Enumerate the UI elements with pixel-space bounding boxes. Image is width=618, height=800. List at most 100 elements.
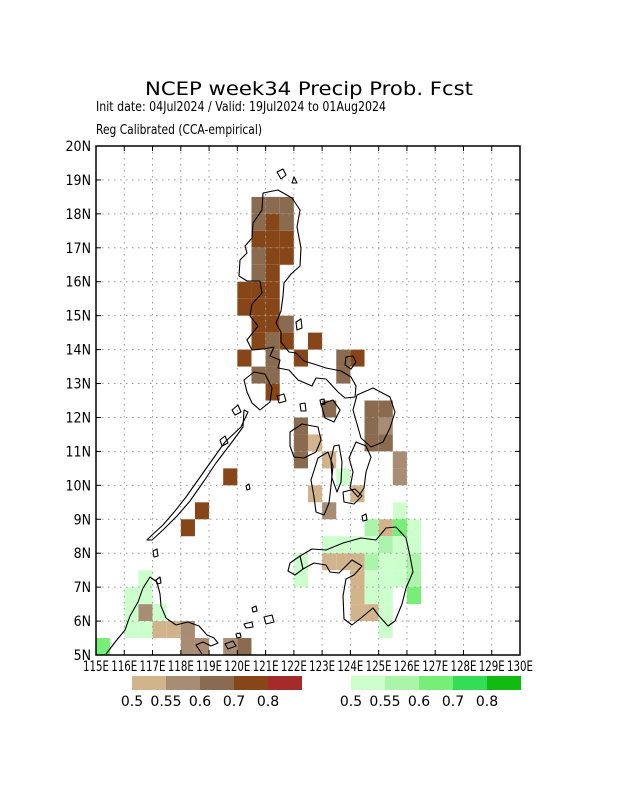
latitude-labels: 5N 6N 7N 8N 9N 10N 11N 12N 13N 14N 15N 16N 17N 18N 19N…	[66, 139, 91, 664]
dry-prob-cell	[251, 298, 266, 316]
lon-tick-label: 118E	[168, 659, 194, 675]
dry-prob-cell	[265, 213, 280, 231]
wet-prob-cell	[96, 638, 111, 655]
coastline-batanes	[291, 176, 298, 184]
wet-prob-cell	[364, 553, 379, 571]
coastline-camiguin	[361, 513, 368, 522]
axis-ticks	[95, 145, 521, 656]
coastline-tawitawi	[224, 640, 237, 650]
dry-prob-cell	[279, 230, 294, 248]
dry-prob-cell	[279, 332, 294, 350]
coastline-sulu-2	[235, 632, 242, 639]
coastline-sulu-1	[251, 605, 258, 613]
dry-prob-cell	[392, 451, 407, 469]
wet-legend-swatch	[351, 676, 385, 690]
dry-prob-cell	[293, 417, 308, 435]
dry-prob-cell	[279, 315, 294, 333]
dry-prob-cell	[279, 196, 294, 214]
lat-tick-label: 17N	[66, 241, 91, 257]
wet-prob-cell	[406, 587, 422, 605]
lon-tick-label: 121E	[253, 659, 279, 675]
dry-legend-label: 0.55	[150, 694, 181, 710]
lon-tick-label: 129E	[479, 659, 505, 675]
dry-prob-cell	[378, 400, 393, 418]
dry-prob-cell	[322, 553, 337, 571]
lon-tick-label: 127E	[422, 659, 448, 675]
dry-prob-cell	[265, 264, 280, 282]
wet-prob-cell	[293, 570, 308, 588]
lon-tick-label: 115E	[83, 659, 109, 675]
lat-tick-label: 16N	[66, 275, 91, 291]
dry-prob-cell	[265, 230, 280, 248]
coastline-borneo	[105, 576, 219, 655]
dry-prob-cell	[180, 519, 195, 537]
dry-legend-label: 0.5	[121, 694, 143, 710]
dry-prob-cell	[180, 638, 195, 655]
wet-prob-cell	[378, 604, 393, 622]
wet-prob-cell	[406, 570, 422, 588]
wet-prob-cell	[406, 519, 422, 537]
dry-prob-cell	[293, 451, 308, 469]
lat-tick-label: 19N	[66, 173, 91, 189]
lat-tick-label: 15N	[66, 309, 91, 325]
lon-tick-label: 126E	[394, 659, 420, 675]
dry-prob-cell	[180, 621, 195, 639]
wet-prob-cell	[336, 536, 351, 554]
dry-prob-cell	[251, 247, 266, 265]
map-title: NCEP week34 Precip Prob. Fcst	[145, 78, 473, 100]
wet-prob-cell	[406, 536, 422, 554]
lat-tick-label: 10N	[66, 478, 91, 494]
dry-prob-cell	[350, 587, 365, 605]
dry-prob-cell	[251, 230, 266, 248]
wet-legend-swatch	[453, 676, 487, 690]
lon-tick-label: 130E	[507, 659, 533, 675]
dry-prob-cell	[293, 434, 308, 452]
lat-tick-label: 18N	[66, 207, 91, 223]
lon-tick-label: 122E	[281, 659, 307, 675]
lat-tick-label: 9N	[74, 512, 91, 528]
dry-prob-cell	[279, 247, 294, 265]
lat-tick-label: 8N	[74, 546, 91, 562]
dry-prob-cell	[251, 213, 266, 231]
map-gridlines	[96, 146, 520, 655]
wet-prob-cell	[124, 587, 139, 605]
wet-prob-cell	[392, 570, 407, 588]
dry-prob-cell	[350, 485, 365, 503]
wet-prob-cell	[392, 553, 407, 571]
lat-tick-label: 5N	[74, 648, 91, 664]
dry-prob-cell	[279, 213, 294, 231]
lat-tick-label: 20N	[66, 139, 91, 155]
coastline-zamboanga	[287, 555, 304, 576]
coastline-panay	[289, 423, 322, 459]
dry-prob-cell	[251, 264, 266, 282]
dry-legend-swatch	[234, 676, 268, 690]
lat-tick-label: 12N	[66, 410, 91, 426]
dry-prob-cell	[308, 485, 323, 503]
lat-tick-label: 7N	[74, 580, 91, 596]
wet-prob-cell	[378, 587, 393, 605]
lat-tick-label: 6N	[74, 614, 91, 630]
dry-prob-cell	[251, 332, 266, 350]
coastline-masbate	[320, 399, 341, 423]
coastline-cebu	[330, 444, 343, 493]
coastline-mindanao	[299, 526, 414, 627]
dry-prob-cell	[265, 281, 280, 299]
coastline-balabac	[152, 548, 159, 558]
wet-legend-swatch	[487, 676, 521, 690]
wet-prob-cell	[364, 570, 379, 588]
dry-legend-swatch	[166, 676, 200, 690]
coastline-negros	[310, 451, 334, 516]
dry-prob-cell	[251, 281, 266, 299]
wet-prob-cell	[364, 536, 379, 554]
coastline-sibuyan	[319, 398, 326, 406]
wet-legend-swatch	[419, 676, 453, 690]
wet-prob-cell	[406, 553, 422, 571]
coastline-mindoro	[243, 371, 273, 411]
wet-prob-cell	[378, 536, 393, 554]
lat-tick-label: 11N	[66, 444, 91, 460]
lon-tick-label: 123E	[309, 659, 335, 675]
dry-legend-swatch	[268, 676, 302, 690]
lon-tick-label: 124E	[337, 659, 363, 675]
coastline-banggi	[155, 576, 162, 585]
dry-prob-cell	[265, 332, 280, 350]
